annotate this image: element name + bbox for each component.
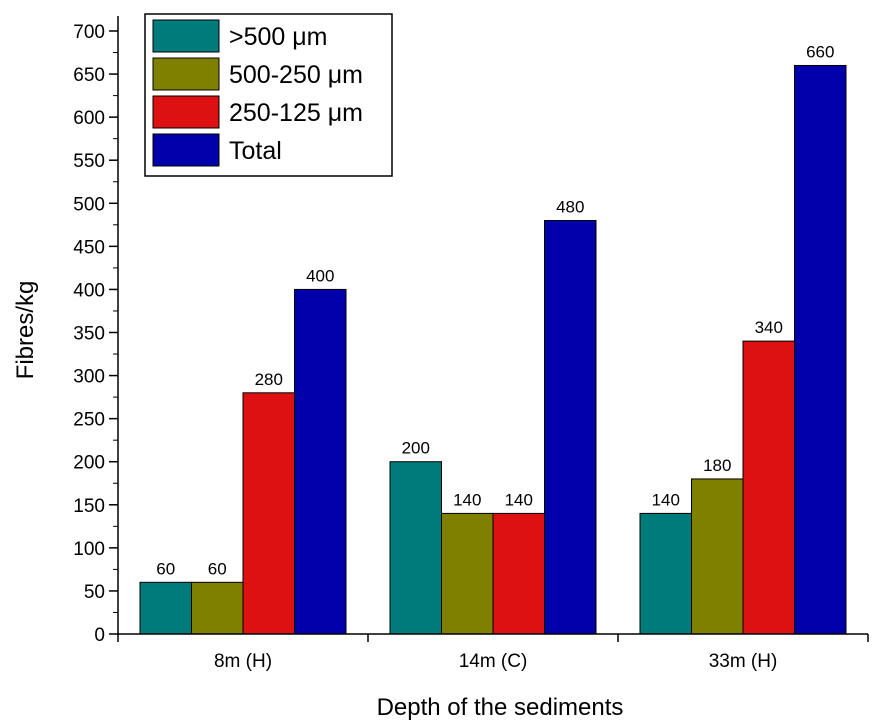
y-tick-label-12: 600 (73, 108, 105, 129)
y-tick-label-5: 250 (73, 410, 105, 431)
legend-label-3: Total (229, 137, 282, 165)
data-label-2-0: 140 (652, 490, 680, 509)
legend-label-1: 500-250 μm (229, 61, 363, 89)
y-tick-label-11: 550 (73, 151, 105, 172)
data-label-2-1: 180 (703, 456, 731, 475)
bar-2-1 (691, 478, 744, 635)
y-tick-label-6: 300 (73, 367, 105, 388)
y-tick-label-4: 200 (73, 453, 105, 474)
legend-swatch-1 (152, 57, 220, 91)
bar-1-1 (441, 512, 494, 635)
data-label-1-3: 480 (556, 198, 584, 217)
y-tick-label-2: 100 (73, 539, 105, 560)
y-tick-label-10: 500 (73, 194, 105, 215)
data-label-2-2: 340 (755, 318, 783, 337)
bar-2-2 (742, 340, 795, 635)
y-tick-label-13: 650 (73, 65, 105, 86)
y-tick-label-14: 700 (73, 22, 105, 43)
bar-1-3 (544, 220, 597, 635)
y-tick-label-3: 150 (73, 496, 105, 517)
data-labels-group: 60 60 280 400 200 140 140 480 140 180 340 660 (156, 42, 834, 578)
y-tick-label-1: 50 (84, 582, 105, 603)
y-axis-title: Fibres/kg (12, 281, 39, 380)
x-tick-label-1: 14m (C) (459, 651, 528, 672)
y-tick-label-0: 0 (94, 625, 105, 646)
data-label-0-0: 60 (156, 559, 175, 578)
x-tick-label-0: 8m (H) (214, 651, 272, 672)
bar-1-0 (389, 461, 442, 635)
bar-2-3 (794, 64, 847, 635)
bar-0-0 (139, 581, 192, 635)
data-label-0-3: 400 (306, 266, 334, 285)
data-label-1-1: 140 (453, 490, 481, 509)
bar-0-2 (242, 392, 295, 635)
x-tick-label-2: 33m (H) (709, 651, 778, 672)
data-label-0-2: 280 (255, 370, 283, 389)
y-tick-label-7: 350 (73, 324, 105, 345)
data-label-1-2: 140 (505, 490, 533, 509)
y-tick-label-9: 450 (73, 237, 105, 258)
bar-0-3 (294, 288, 347, 635)
data-label-0-1: 60 (208, 559, 227, 578)
data-label-1-0: 200 (402, 439, 430, 458)
bar-0-1 (191, 581, 244, 635)
legend-label-2: 250-125 μm (229, 99, 363, 127)
bar-2-0 (639, 512, 692, 635)
legend-swatch-2 (152, 95, 220, 129)
bars-group (139, 64, 847, 635)
legend: >500 μm 500-250 μm 250-125 μm Total (144, 13, 393, 177)
legend-label-0: >500 μm (229, 23, 328, 51)
x-axis-title: Depth of the sediments (377, 694, 624, 721)
legend-swatch-3 (152, 133, 220, 167)
legend-swatch-0 (152, 19, 220, 53)
axes-group: 0 50 100 150 200 250 300 350 400 450 500 550 600 650 7… (73, 16, 869, 672)
data-label-2-3: 660 (806, 42, 834, 61)
y-tick-label-8: 400 (73, 280, 105, 301)
bar-1-2 (492, 512, 545, 635)
